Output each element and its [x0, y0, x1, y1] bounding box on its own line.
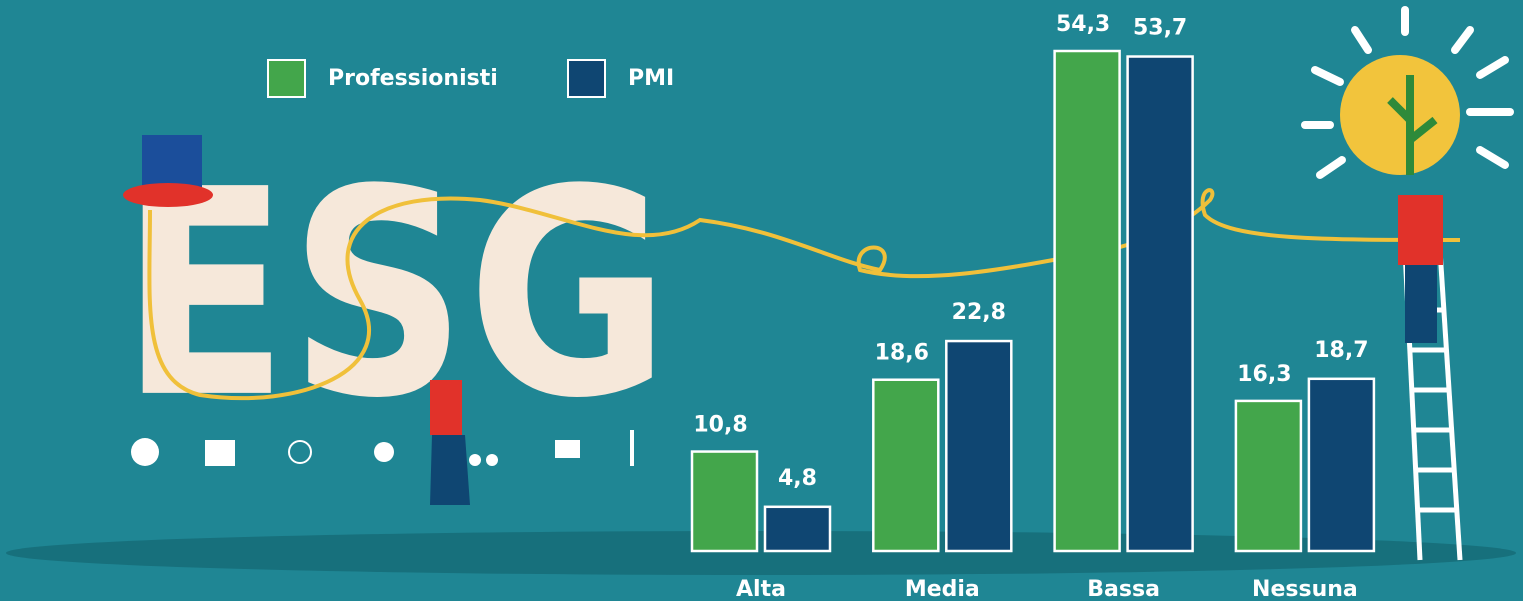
value-label: 18,6	[875, 341, 929, 366]
value-label: 18,7	[1314, 338, 1368, 363]
person	[1405, 265, 1437, 343]
legend-swatch	[268, 60, 305, 97]
chart: ESG Professionisti PMI 10,8 4,8 Alta 18,6 22,8…	[0, 0, 1523, 601]
bar	[946, 341, 1011, 551]
bar	[765, 507, 830, 551]
bar	[1236, 401, 1301, 551]
legend-label: Professionisti	[328, 66, 498, 91]
x-tick-label: Alta	[736, 577, 786, 601]
value-label: 10,8	[693, 413, 747, 438]
person	[142, 135, 202, 190]
legend-label: PMI	[628, 66, 674, 91]
esg-letters: ESG	[120, 129, 670, 461]
person	[430, 435, 470, 505]
x-tick-label: Nessuna	[1252, 577, 1358, 601]
value-label: 16,3	[1237, 362, 1291, 387]
legend-swatch	[568, 60, 605, 97]
bar	[692, 452, 757, 551]
x-tick-label: Media	[905, 577, 980, 601]
person	[430, 380, 462, 435]
person	[1398, 195, 1443, 265]
value-label: 53,7	[1133, 16, 1187, 41]
value-label: 4,8	[778, 466, 817, 491]
bar	[873, 380, 938, 551]
bar	[1309, 379, 1374, 551]
bar	[1055, 51, 1120, 551]
x-tick-label: Bassa	[1087, 577, 1160, 601]
value-label: 22,8	[952, 300, 1006, 325]
bar	[1128, 57, 1193, 551]
value-label: 54,3	[1056, 12, 1110, 37]
person	[123, 183, 213, 207]
